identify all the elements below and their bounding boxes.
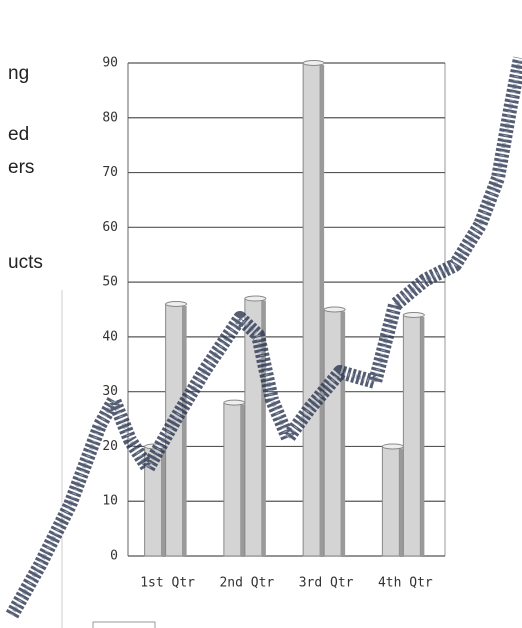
bar-top — [402, 311, 425, 318]
y-tick-label: 0 — [110, 549, 118, 564]
bar-top — [244, 295, 267, 302]
bar-side — [261, 300, 266, 556]
annotation: ers — [8, 157, 34, 178]
y-tick-label: 70 — [102, 165, 118, 180]
bar — [302, 62, 321, 557]
x-tick-label: 4th Qtr — [378, 576, 433, 591]
bar-side — [341, 311, 346, 556]
y-tick-label: 40 — [102, 329, 118, 344]
bar — [402, 314, 421, 557]
bar — [223, 402, 242, 557]
bar-side — [240, 404, 245, 556]
scribble-highlight — [10, 57, 522, 616]
annotation: ng — [8, 63, 29, 84]
bar-top — [323, 306, 346, 313]
bar-side — [161, 448, 166, 556]
bar-top — [223, 399, 246, 406]
y-tick-label: 30 — [102, 384, 118, 399]
y-tick-label: 60 — [102, 220, 118, 235]
x-tick-label: 1st Qtr — [140, 576, 195, 591]
bar-top — [302, 60, 325, 66]
x-tick-label: 3rd Qtr — [299, 576, 354, 591]
plot-area: 0 10 20 30 40 50 60 70 80 90 1st Qtr 2nd Qtr 3rd Qtr… — [102, 56, 446, 591]
y-tick-label: 20 — [102, 439, 118, 454]
y-tick-label: 50 — [102, 275, 118, 290]
bar-side — [420, 316, 425, 556]
y-tick-label: 10 — [102, 494, 118, 509]
bar — [323, 309, 342, 557]
x-tick-label: 2nd Qtr — [219, 576, 274, 591]
annotation: ed — [8, 124, 29, 145]
scribble-line — [5, 56, 522, 619]
bar-side — [399, 448, 404, 556]
bar-side — [320, 65, 325, 556]
bar-side — [182, 306, 187, 556]
y-tick-label: 90 — [102, 56, 118, 71]
bar-top — [381, 443, 404, 450]
bar-top — [165, 301, 188, 308]
annotation: ucts — [8, 252, 43, 273]
frame-box — [92, 621, 156, 628]
y-tick-label: 80 — [102, 110, 118, 125]
bar — [381, 445, 400, 557]
